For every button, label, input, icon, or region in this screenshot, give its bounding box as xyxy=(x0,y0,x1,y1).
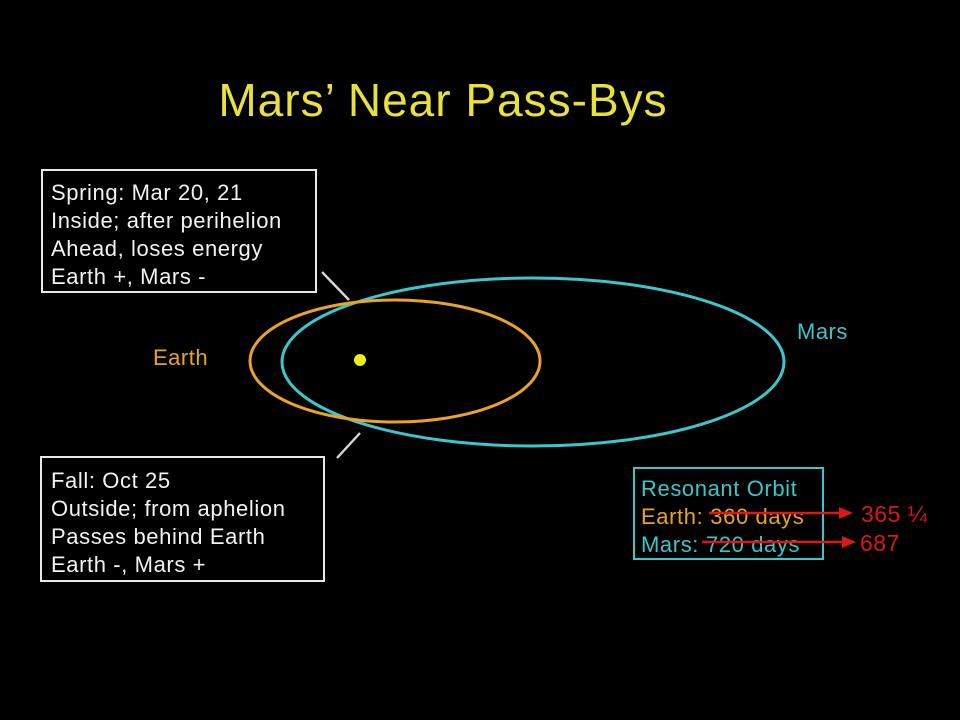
mars-arrowhead-icon xyxy=(842,536,856,548)
fall-info-box: Fall: Oct 25 Outside; from aphelion Pass… xyxy=(40,456,325,582)
info-line: Earth +, Mars - xyxy=(51,264,207,289)
earth-orbit-ellipse xyxy=(248,298,542,424)
info-line: Inside; after perihelion xyxy=(51,208,282,233)
info-line: Outside; from aphelion xyxy=(51,496,286,521)
mars-actual-value: 687 xyxy=(860,530,900,556)
resonant-orbit-title: Resonant Orbit xyxy=(641,476,798,501)
info-line: Passes behind Earth xyxy=(51,524,266,549)
info-line: Spring: Mar 20, 21 xyxy=(51,180,243,205)
spring-connector-line xyxy=(321,271,350,301)
slide-title: Mars’ Near Pass-Bys xyxy=(218,74,668,126)
resonant-orbit-box: Resonant Orbit Earth: 360 days Mars: 720 d… xyxy=(633,467,824,560)
mars-period-label: Mars: xyxy=(641,532,699,557)
earth-period-row: Earth: 360 days xyxy=(641,503,822,531)
info-line: Earth -, Mars + xyxy=(51,552,207,577)
spring-info-box: Spring: Mar 20, 21 Inside; after perihel… xyxy=(41,169,317,293)
mars-period-row: Mars: 720 days xyxy=(641,531,822,559)
earth-actual-value: 365 ¼ xyxy=(861,501,928,527)
info-line: Fall: Oct 25 xyxy=(51,468,171,493)
earth-period-value: 360 days xyxy=(710,504,805,529)
earth-arrowhead-icon xyxy=(839,507,853,519)
fall-connector-line xyxy=(336,432,361,459)
mars-period-value: 720 days xyxy=(706,532,801,557)
mars-orbit-label: Mars xyxy=(797,319,848,344)
info-line: Ahead, loses energy xyxy=(51,236,263,261)
earth-orbit-label: Earth xyxy=(153,345,209,370)
mars-orbit-ellipse xyxy=(280,276,786,448)
sun-dot xyxy=(354,354,366,366)
earth-period-label: Earth: xyxy=(641,504,704,529)
